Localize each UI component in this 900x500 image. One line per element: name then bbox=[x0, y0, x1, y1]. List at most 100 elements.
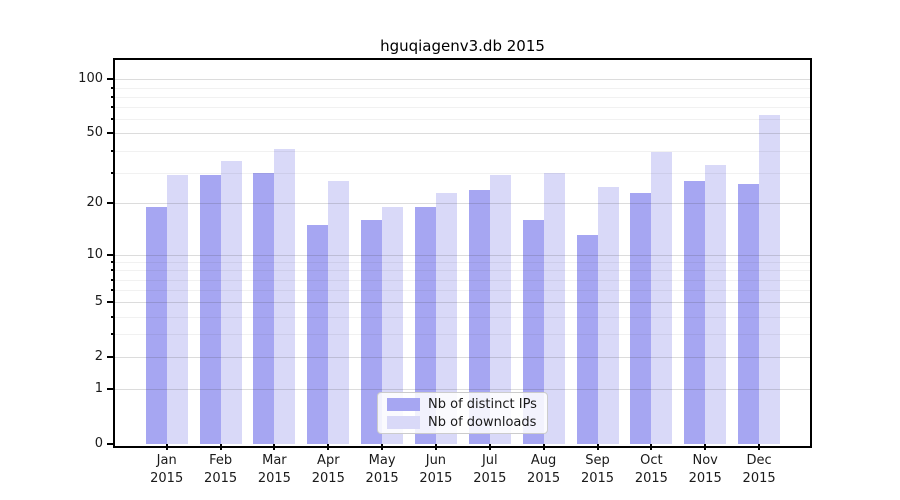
x-tick-label-mar: Mar 2015 bbox=[247, 452, 301, 488]
y-tick-label-20: 20 bbox=[86, 195, 103, 211]
y-tick-label-2: 2 bbox=[94, 349, 103, 365]
gridline-minor-30 bbox=[115, 172, 810, 174]
x-tick-mar bbox=[273, 444, 276, 450]
y-tick-1 bbox=[107, 388, 115, 391]
x-label-month: Jun bbox=[425, 453, 447, 468]
x-tick-nov bbox=[704, 444, 707, 450]
gridline-y-5 bbox=[115, 302, 810, 304]
x-tick-jan bbox=[165, 444, 168, 450]
bar-may-downloads bbox=[382, 207, 404, 444]
bar-oct-downloads bbox=[651, 152, 673, 444]
gridline-minor-6 bbox=[115, 290, 810, 292]
x-label-month: Nov bbox=[692, 453, 718, 468]
bar-mar-distinct-ips bbox=[253, 172, 275, 444]
y-minor-tick-6 bbox=[111, 289, 115, 292]
bar-oct-distinct-ips bbox=[630, 192, 652, 444]
x-tick-label-sep: Sep 2015 bbox=[571, 452, 625, 488]
x-label-month: Dec bbox=[746, 453, 772, 468]
bar-feb-downloads bbox=[220, 160, 242, 444]
legend-label-downloads: Nb of downloads bbox=[428, 414, 537, 430]
y-minor-tick-70 bbox=[111, 106, 115, 109]
bar-aug-distinct-ips bbox=[522, 220, 544, 444]
x-tick-label-nov: Nov 2015 bbox=[678, 452, 732, 488]
x-tick-label-oct: Oct 2015 bbox=[624, 452, 678, 488]
x-label-year: 2015 bbox=[419, 471, 453, 486]
gridline-minor-9 bbox=[115, 262, 810, 263]
legend-swatch-distinct-ips bbox=[387, 397, 420, 411]
x-tick-aug bbox=[542, 444, 545, 450]
gridline-minor-7 bbox=[115, 279, 810, 281]
y-minor-tick-40 bbox=[111, 149, 115, 152]
y-minor-tick-90 bbox=[111, 86, 115, 89]
y-minor-tick-80 bbox=[111, 95, 115, 98]
x-label-year: 2015 bbox=[527, 471, 561, 486]
bar-jul-downloads bbox=[489, 175, 511, 444]
bar-nov-distinct-ips bbox=[684, 180, 706, 444]
gridline-y-2 bbox=[115, 357, 810, 359]
bar-nov-downloads bbox=[705, 165, 727, 444]
bar-jan-downloads bbox=[166, 175, 188, 444]
bar-apr-distinct-ips bbox=[307, 224, 329, 444]
x-label-year: 2015 bbox=[634, 471, 668, 486]
y-tick-50 bbox=[107, 132, 115, 135]
y-tick-5 bbox=[107, 301, 115, 304]
x-tick-label-may: May 2015 bbox=[355, 452, 409, 488]
legend-entry-downloads: Nb of downloads bbox=[387, 415, 539, 430]
gridline-y-10 bbox=[115, 254, 810, 256]
legend-entry-distinct-ips: Nb of distinct IPs bbox=[387, 397, 539, 412]
y-minor-tick-60 bbox=[111, 118, 115, 121]
x-label-year: 2015 bbox=[257, 471, 291, 486]
x-label-year: 2015 bbox=[688, 471, 722, 486]
x-label-year: 2015 bbox=[473, 471, 507, 486]
x-tick-feb bbox=[219, 444, 222, 450]
x-tick-dec bbox=[758, 444, 761, 450]
chart-title: hguqiagenv3.db 2015 bbox=[380, 37, 545, 55]
x-tick-label-dec: Dec 2015 bbox=[732, 452, 786, 488]
x-tick-jun bbox=[434, 444, 437, 450]
y-minor-tick-4 bbox=[111, 315, 115, 318]
y-tick-label-100: 100 bbox=[78, 71, 103, 87]
legend-label-distinct-ips: Nb of distinct IPs bbox=[428, 396, 537, 412]
x-label-year: 2015 bbox=[580, 471, 615, 486]
x-tick-label-feb: Feb 2015 bbox=[194, 452, 248, 488]
bar-jul-distinct-ips bbox=[468, 189, 490, 444]
legend-swatch-downloads bbox=[387, 415, 420, 429]
y-tick-2 bbox=[107, 356, 115, 359]
y-minor-tick-7 bbox=[111, 278, 115, 281]
y-tick-10 bbox=[107, 253, 115, 256]
x-label-year: 2015 bbox=[311, 471, 345, 486]
gridline-y-100 bbox=[115, 79, 810, 81]
x-label-month: Feb bbox=[209, 453, 233, 468]
y-tick-100 bbox=[107, 78, 115, 81]
y-minor-tick-9 bbox=[111, 261, 115, 263]
x-tick-oct bbox=[650, 444, 653, 450]
x-tick-jul bbox=[488, 444, 491, 450]
y-tick-label-1: 1 bbox=[94, 381, 103, 397]
bar-sep-distinct-ips bbox=[576, 235, 598, 444]
y-tick-label-0: 0 bbox=[94, 436, 103, 451]
y-tick-label-10: 10 bbox=[86, 246, 103, 262]
bar-feb-distinct-ips bbox=[199, 175, 221, 444]
bar-jan-distinct-ips bbox=[145, 207, 167, 444]
y-minor-tick-3 bbox=[111, 333, 115, 336]
bar-mar-downloads bbox=[274, 148, 296, 444]
x-label-month: Oct bbox=[640, 453, 663, 468]
gridline-y-20 bbox=[115, 203, 810, 205]
x-tick-label-jun: Jun 2015 bbox=[409, 452, 463, 488]
bar-jun-distinct-ips bbox=[414, 207, 436, 444]
gridline-minor-8 bbox=[115, 270, 810, 272]
x-label-year: 2015 bbox=[742, 471, 776, 486]
bar-aug-downloads bbox=[543, 172, 565, 444]
y-tick-20 bbox=[107, 202, 115, 205]
x-tick-label-jan: Jan 2015 bbox=[140, 452, 194, 488]
x-label-month: May bbox=[368, 453, 396, 468]
x-tick-label-aug: Aug 2015 bbox=[517, 452, 571, 488]
x-tick-label-jul: Jul 2015 bbox=[463, 452, 517, 488]
gridline-minor-40 bbox=[115, 150, 810, 152]
y-minor-tick-8 bbox=[111, 269, 115, 272]
gridline-minor-3 bbox=[115, 334, 810, 336]
x-label-year: 2015 bbox=[204, 471, 238, 486]
gridline-y-1 bbox=[115, 389, 810, 391]
x-tick-sep bbox=[596, 444, 599, 450]
